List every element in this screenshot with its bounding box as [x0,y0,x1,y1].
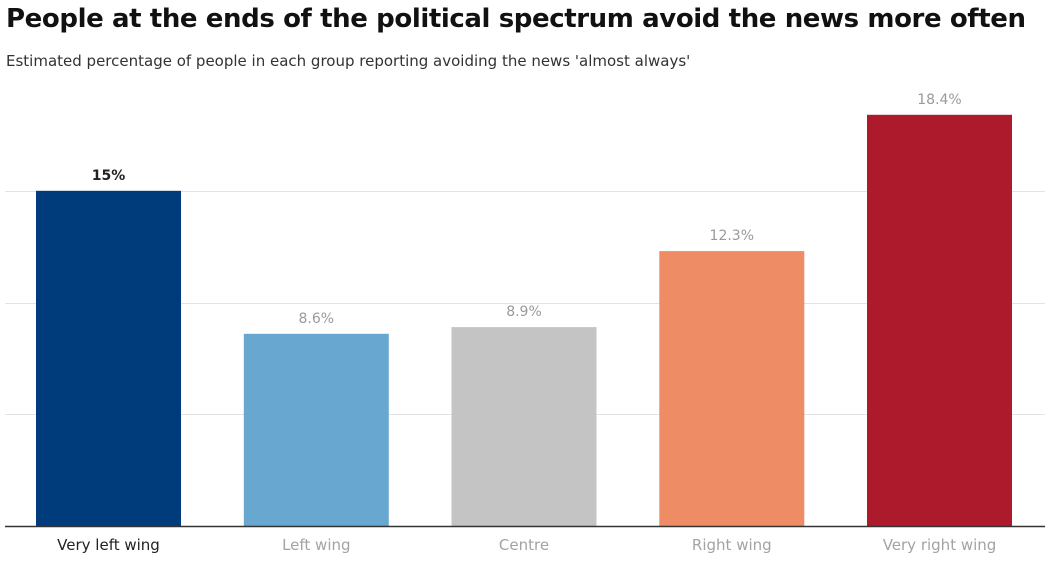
category-label-right-wing: Right wing [692,536,772,554]
chart-title: People at the ends of the political spec… [6,4,1026,34]
category-label-very-right-wing: Very right wing [883,536,997,554]
bar-right-wing [659,251,805,526]
category-label-centre: Centre [499,536,549,554]
bars [36,114,1012,527]
value-label-very-left-wing: 15% [92,168,126,184]
bar-very-right-wing [867,114,1012,527]
category-label-left-wing: Left wing [282,536,350,554]
value-labels: 15% 8.6% 8.9% 12.3% 18.4% [92,92,962,327]
category-label-very-left-wing: Very left wing [57,536,160,554]
category-labels: Very left wing Left wing Centre Right wing V… [57,536,996,554]
bar-left-wing [243,333,389,526]
bar-very-left-wing [36,190,181,527]
value-label-very-right-wing: 18.4% [917,92,961,108]
value-label-right-wing: 12.3% [710,228,754,244]
bar-centre [451,327,597,526]
value-label-left-wing: 8.6% [299,311,335,327]
chart-subtitle: Estimated percentage of people in each g… [6,52,691,70]
value-label-centre: 8.9% [506,304,542,320]
